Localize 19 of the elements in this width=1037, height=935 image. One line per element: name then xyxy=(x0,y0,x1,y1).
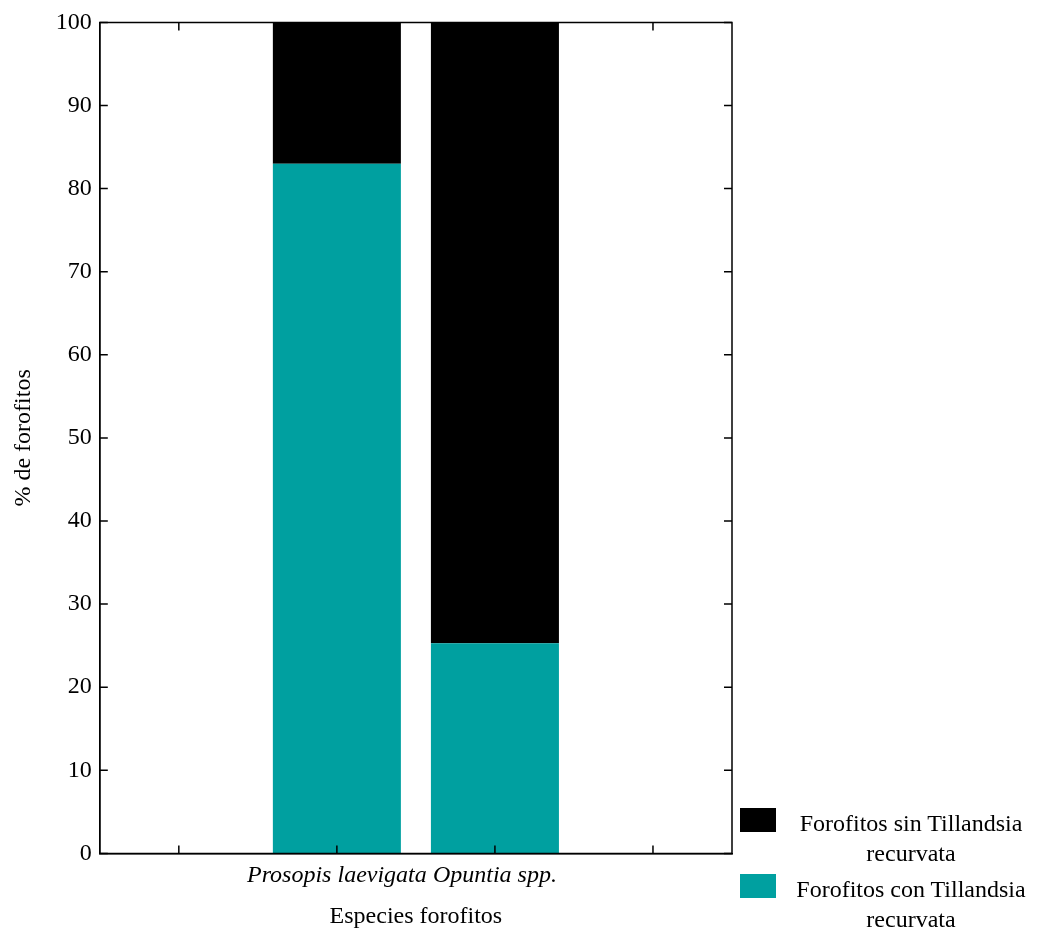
y-tick-label: 50 xyxy=(67,423,92,450)
y-axis-title: % de forofitos xyxy=(8,369,35,507)
y-tick-label: 70 xyxy=(67,257,92,283)
x-tick-label: Prosopis laevigata xyxy=(245,861,427,888)
y-tick-label: 10 xyxy=(67,755,92,782)
x-axis-title: Especies forofitos xyxy=(329,901,503,928)
y-tick-label: 30 xyxy=(67,589,92,616)
y-tick-label: 80 xyxy=(67,173,92,200)
x-tick-label: Opuntia spp. xyxy=(432,861,557,888)
legend-label: Forofitos sin Tillandsia recurvata xyxy=(798,809,1024,869)
bar xyxy=(430,643,559,854)
legend-label: Forofitos con Tillandsia recurvata xyxy=(795,875,1027,935)
y-tick-label: 90 xyxy=(67,90,92,117)
y-tick-label: 100 xyxy=(55,7,92,34)
bar xyxy=(272,163,401,854)
y-tick-label: 0 xyxy=(79,838,92,865)
y-tick-label: 40 xyxy=(67,506,92,533)
y-tick-label: 20 xyxy=(67,672,92,699)
y-tick-label: 60 xyxy=(67,340,92,367)
